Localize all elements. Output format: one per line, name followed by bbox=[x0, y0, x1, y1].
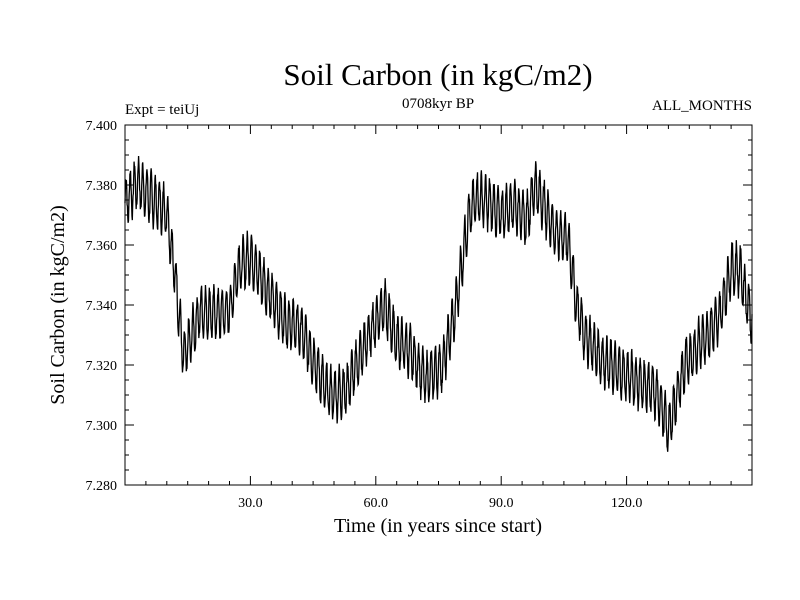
x-tick-label: 120.0 bbox=[611, 496, 643, 511]
experiment-label: Expt = teiUj bbox=[125, 102, 199, 118]
y-tick-label: 7.380 bbox=[86, 179, 118, 194]
y-tick-label: 7.300 bbox=[86, 419, 118, 434]
x-tick-label: 30.0 bbox=[238, 496, 263, 511]
chart-title: Soil Carbon (in kgC/m2) bbox=[283, 57, 592, 92]
series-line bbox=[124, 155, 753, 452]
y-axis-label: Soil Carbon (in kgC/m2) bbox=[47, 205, 69, 404]
y-tick-label: 7.360 bbox=[86, 239, 118, 254]
plot-area: 7.280 7.300 7.320 7.340 7.360 7.380 7.400 30.0 6… bbox=[86, 119, 753, 511]
x-tick-label: 90.0 bbox=[489, 496, 514, 511]
x-axis-label: Time (in years since start) bbox=[334, 515, 542, 537]
y-tick-label: 7.400 bbox=[86, 119, 118, 134]
y-tick-label: 7.340 bbox=[86, 299, 118, 314]
y-tick-label: 7.320 bbox=[86, 359, 118, 374]
x-tick-label: 60.0 bbox=[364, 496, 389, 511]
chart-subtitle: 0708kyr BP bbox=[402, 96, 474, 112]
y-tick-label: 7.280 bbox=[86, 479, 118, 494]
months-label: ALL_MONTHS bbox=[652, 98, 752, 114]
